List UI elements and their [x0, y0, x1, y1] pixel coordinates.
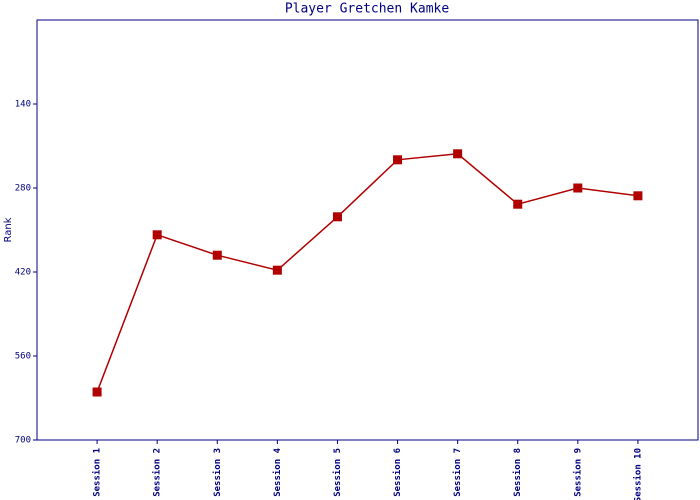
x-tick-label: Session 1	[92, 448, 103, 497]
data-line	[96, 153, 639, 393]
chart-title: Player Gretchen Kamke	[285, 2, 450, 17]
data-point	[332, 212, 342, 222]
plot-frame	[36, 19, 699, 441]
y-tick-label: 140	[15, 100, 31, 110]
data-point	[152, 230, 162, 240]
x-tick-label: Session 3	[212, 448, 223, 497]
x-tick-label: Session 5	[332, 448, 343, 497]
data-point	[453, 149, 463, 159]
x-tick-label: Session 4	[272, 447, 283, 496]
y-tick-label: 560	[15, 352, 31, 362]
y-axis-label: Rank	[3, 217, 14, 242]
x-tick-label: Session 6	[392, 448, 403, 497]
x-tick-label: Session 2	[152, 448, 163, 497]
data-point	[272, 265, 282, 275]
data-point	[393, 155, 403, 165]
data-point	[513, 199, 523, 209]
data-point	[212, 250, 222, 260]
y-tick-label: 420	[15, 268, 31, 278]
data-point	[633, 191, 643, 201]
x-tick-label: Session 9	[572, 448, 583, 497]
x-tick-label: Session 8	[512, 448, 523, 497]
x-tick-label: Session 7	[452, 448, 463, 497]
y-tick-label: 280	[15, 184, 31, 194]
data-point	[573, 183, 583, 193]
data-point	[92, 387, 102, 397]
x-tick-label: Session 10	[632, 448, 643, 500]
y-tick-label: 700	[15, 436, 31, 446]
